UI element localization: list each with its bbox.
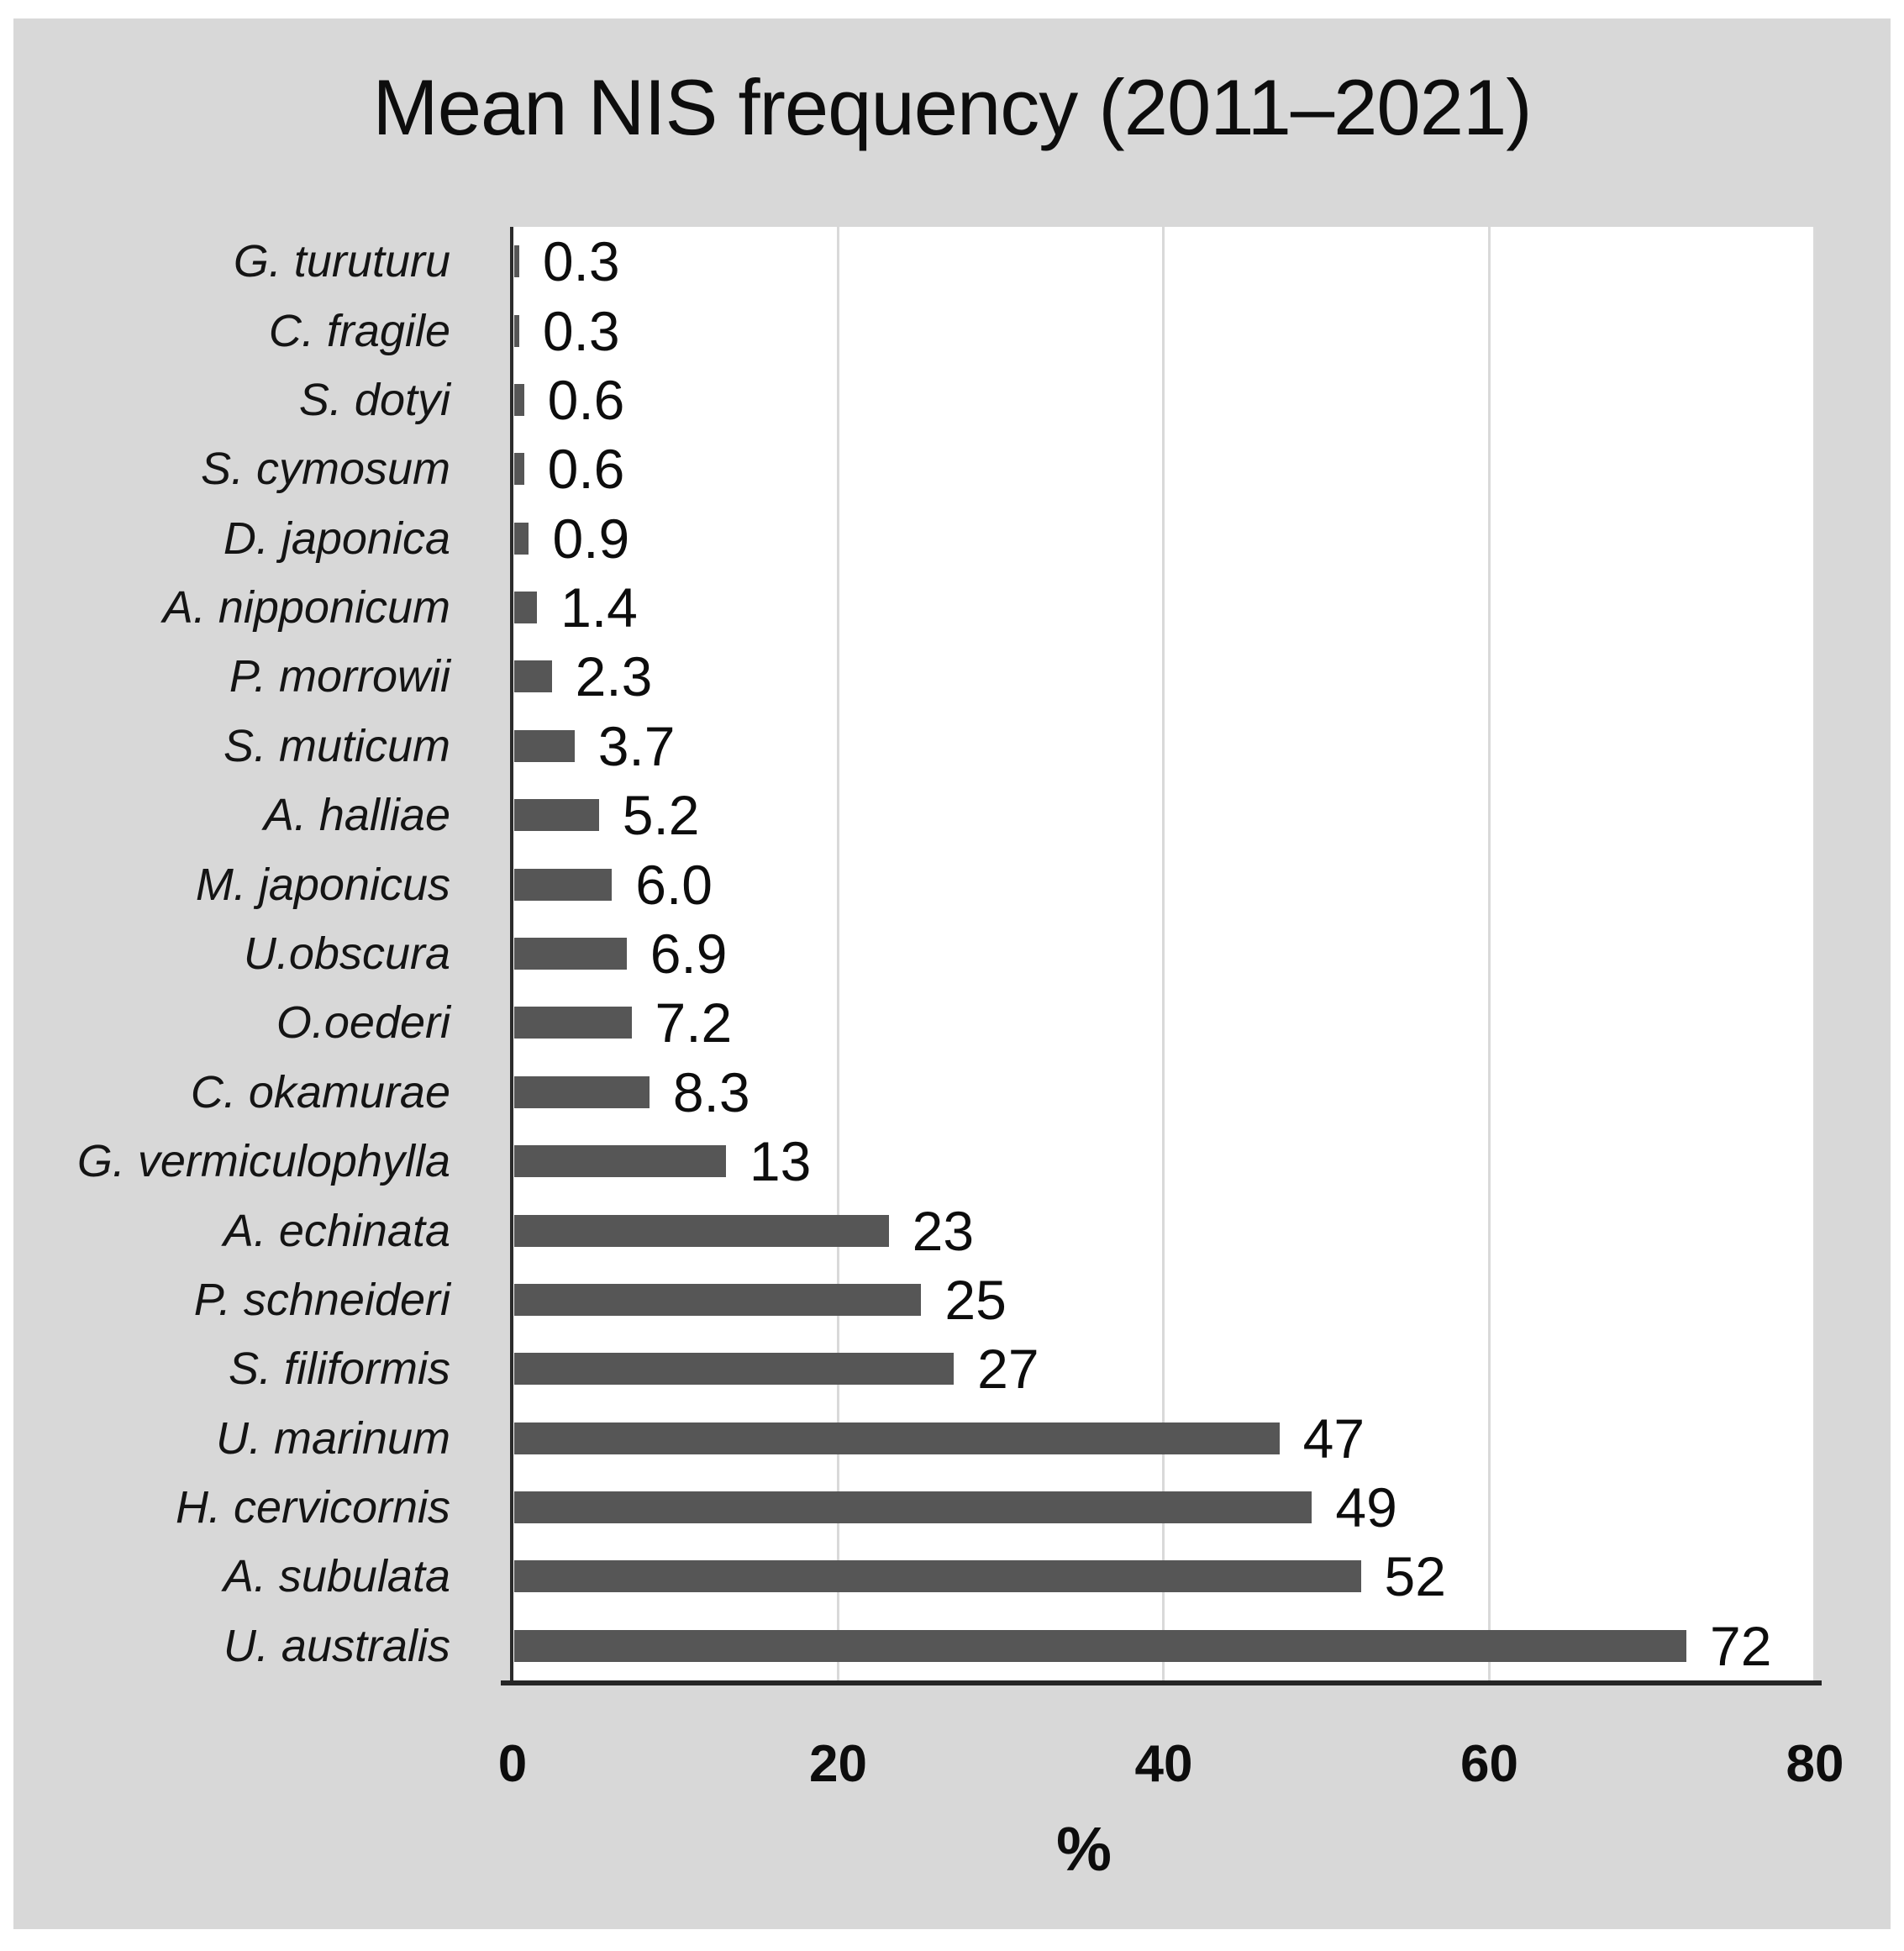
bar-m-japonicus bbox=[514, 868, 613, 901]
category-label: G. turuturu bbox=[233, 236, 450, 287]
value-label: 52 bbox=[1384, 1545, 1446, 1608]
category-label: D. japonica bbox=[223, 513, 450, 564]
bar-d-japonica bbox=[514, 522, 529, 555]
value-label: 6.9 bbox=[650, 923, 728, 985]
x-tick-label-40: 40 bbox=[1134, 1735, 1193, 1793]
value-label: 6.0 bbox=[635, 853, 713, 916]
x-tick-label-60: 60 bbox=[1460, 1735, 1518, 1793]
value-label: 1.4 bbox=[560, 576, 638, 639]
plot-area: 0.3 0.3 0.6 0.6 0.9 1.4 2.3 3.7 5.2 6.0 6.9 7.2 8.3 1… bbox=[513, 227, 1816, 1680]
value-label: 2.3 bbox=[575, 645, 653, 708]
gridline-x-60 bbox=[1487, 227, 1491, 1680]
value-label: 0.3 bbox=[542, 299, 620, 362]
bar-g-vermiculophylla bbox=[514, 1145, 726, 1178]
category-label: A. halliae bbox=[263, 790, 450, 841]
x-tick-label-0: 0 bbox=[497, 1735, 528, 1793]
bar-g-turuturu bbox=[514, 245, 519, 278]
bar-u-obscura bbox=[514, 938, 627, 970]
x-axis-line bbox=[501, 1680, 1822, 1685]
bar-u-marinum bbox=[514, 1422, 1280, 1454]
category-label: O.oederi bbox=[276, 997, 450, 1049]
value-label: 0.6 bbox=[547, 368, 625, 431]
value-label: 72 bbox=[1710, 1614, 1772, 1677]
value-label: 3.7 bbox=[597, 714, 676, 777]
bar-s-filiformis bbox=[514, 1353, 955, 1386]
y-axis-line bbox=[510, 227, 513, 1685]
value-label: 13 bbox=[749, 1130, 812, 1193]
category-axis-labels: G. turuturu C. fragile S. dotyi S. cymosum D… bbox=[13, 227, 481, 1680]
value-label: 8.3 bbox=[672, 1060, 750, 1123]
bar-u-australis bbox=[514, 1629, 1686, 1662]
category-label: H. cervicornis bbox=[175, 1482, 450, 1533]
bar-a-nipponicum bbox=[514, 592, 538, 624]
category-label: S. muticum bbox=[223, 720, 450, 771]
category-label: U. marinum bbox=[215, 1412, 450, 1464]
bar-p-morrowii bbox=[514, 660, 552, 693]
bar-h-cervicornis bbox=[514, 1491, 1312, 1524]
x-axis-label: % bbox=[1056, 1814, 1112, 1884]
value-label: 47 bbox=[1302, 1407, 1365, 1470]
category-label: U. australis bbox=[223, 1620, 450, 1671]
value-label: 0.6 bbox=[547, 438, 625, 501]
bar-o-oederi bbox=[514, 1007, 632, 1039]
category-label: A. nipponicum bbox=[162, 582, 450, 634]
category-label: A. echinata bbox=[223, 1205, 450, 1256]
value-label: 0.9 bbox=[552, 507, 630, 570]
category-label: M. japonicus bbox=[195, 859, 450, 910]
bar-a-halliae bbox=[514, 799, 599, 832]
x-tick-label-20: 20 bbox=[809, 1735, 867, 1793]
category-label: C. fragile bbox=[268, 305, 450, 356]
value-label: 5.2 bbox=[622, 784, 700, 847]
gridline-x-40 bbox=[1162, 227, 1165, 1680]
category-label: S. dotyi bbox=[298, 374, 450, 425]
value-label: 25 bbox=[944, 1268, 1007, 1331]
value-label: 49 bbox=[1335, 1476, 1397, 1539]
x-tick-label-80: 80 bbox=[1786, 1735, 1844, 1793]
bar-c-fragile bbox=[514, 314, 519, 347]
category-label: S. cymosum bbox=[200, 444, 450, 495]
value-label: 7.2 bbox=[655, 991, 733, 1054]
bar-p-schneideri bbox=[514, 1283, 922, 1316]
category-label: P. morrowii bbox=[229, 651, 450, 702]
gridline-x-20 bbox=[836, 227, 839, 1680]
category-label: U.obscura bbox=[243, 928, 450, 979]
category-label: C. okamurae bbox=[190, 1066, 450, 1117]
category-label: S. filiformis bbox=[228, 1344, 450, 1395]
category-label: P. schneideri bbox=[193, 1274, 450, 1325]
bar-a-subulata bbox=[514, 1560, 1361, 1593]
gridline-x-80 bbox=[1813, 227, 1816, 1680]
bar-a-echinata bbox=[514, 1214, 889, 1247]
category-label: A. subulata bbox=[223, 1551, 450, 1602]
value-label: 0.3 bbox=[542, 230, 620, 293]
chart-panel: Mean NIS frequency (2011–2021) 0.3 0.3 0.6… bbox=[13, 18, 1891, 1929]
category-label: G. vermiculophylla bbox=[76, 1136, 450, 1187]
bar-s-muticum bbox=[514, 729, 575, 762]
value-label: 27 bbox=[977, 1338, 1039, 1401]
bar-s-cymosum bbox=[514, 453, 524, 486]
chart-title: Mean NIS frequency (2011–2021) bbox=[372, 63, 1532, 151]
bar-c-okamurae bbox=[514, 1075, 650, 1108]
value-label: 23 bbox=[912, 1199, 975, 1262]
bar-s-dotyi bbox=[514, 383, 524, 416]
